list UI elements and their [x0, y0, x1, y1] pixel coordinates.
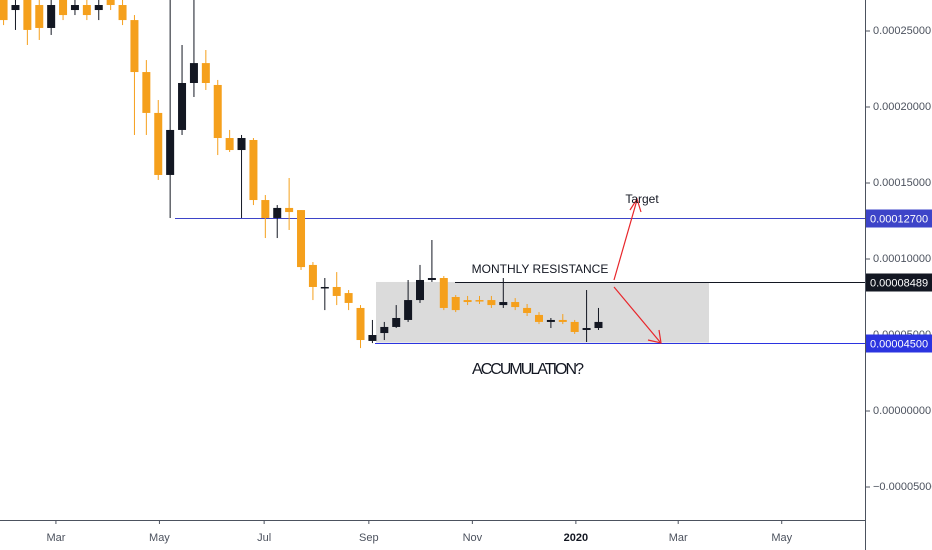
candle-body: [23, 0, 32, 30]
annotation: MONTHLY RESISTANCE: [472, 262, 609, 276]
x-tick-label: Mar: [46, 532, 65, 544]
candle-body: [320, 286, 329, 289]
candle-body: [404, 300, 413, 320]
x-tick-label: Mar: [669, 532, 688, 544]
candle-body: [59, 0, 68, 16]
arrow-up: [613, 199, 638, 281]
arrow-down-head: [647, 329, 662, 344]
candle-body: [142, 72, 151, 113]
candle-body: [546, 319, 555, 322]
level-label: 0.00004500: [870, 338, 928, 350]
candle-body: [285, 207, 294, 213]
candle-body: [332, 286, 341, 296]
annotation: Target: [625, 192, 659, 206]
x-tick-label: Nov: [463, 532, 483, 544]
y-tick-label: −0.00005000: [873, 481, 932, 493]
candle-body: [106, 0, 115, 6]
candle-body: [225, 138, 234, 151]
candle-body: [392, 317, 401, 327]
candle-body: [201, 63, 210, 83]
arrow-up-head: [629, 197, 642, 213]
candle-body: [463, 300, 472, 303]
candle-body: [344, 293, 353, 303]
candle-body: [499, 302, 508, 306]
candle-body: [273, 207, 282, 218]
candle-body: [178, 82, 187, 130]
candle-body: [213, 84, 222, 139]
arrow-down: [613, 286, 661, 343]
y-tick-label: 0.00010000: [873, 253, 931, 265]
candle-body: [451, 297, 460, 311]
candle-body: [427, 278, 436, 280]
candle-body: [118, 5, 127, 21]
x-tick-label: May: [771, 532, 792, 544]
candle-body: [297, 210, 306, 268]
level-label-box: [866, 334, 932, 353]
candle-body: [35, 5, 44, 28]
candle-body: [154, 112, 163, 175]
plot-area: [0, 0, 865, 349]
range-box: [376, 281, 709, 343]
y-tick-label: 0.00015000: [873, 177, 931, 189]
candle-body: [582, 328, 591, 330]
candle-body: [368, 335, 377, 341]
x-tick-label: 2020: [564, 532, 588, 544]
candle-body: [475, 300, 484, 302]
candle-body: [82, 5, 91, 16]
candle-body: [47, 5, 56, 28]
candle-body: [416, 279, 425, 301]
candle-body: [0, 0, 8, 21]
y-tick-label: 0.00025000: [873, 25, 931, 37]
x-tick-label: Jul: [257, 532, 271, 544]
arrows: [613, 197, 662, 344]
candle-body: [249, 139, 258, 201]
candle-body: [237, 138, 246, 151]
candle-body: [487, 300, 496, 306]
candle-body: [261, 200, 270, 218]
candle-body: [570, 321, 579, 332]
candle-body: [308, 264, 317, 287]
level-label-box: [866, 273, 932, 292]
candle-body: [558, 319, 567, 322]
y-tick-label: 0.00020000: [873, 101, 931, 113]
y-tick-label: 0.00000000: [873, 405, 931, 417]
candle-body: [594, 321, 603, 329]
level-label: 0.00012700: [870, 213, 928, 225]
candle-body: [380, 326, 389, 334]
candle-body: [70, 5, 79, 11]
annotation: ACCUMULATION?: [472, 361, 584, 378]
x-tick-label: May: [149, 532, 170, 544]
x-tick-label: Sep: [359, 532, 379, 544]
candle-body: [166, 129, 175, 175]
candle-body: [356, 307, 365, 341]
level-label: 0.00008489: [870, 277, 928, 289]
candle-body: [511, 302, 520, 308]
candle-body: [94, 5, 103, 11]
candle-body: [11, 5, 20, 11]
candle-body: [523, 307, 532, 313]
candle-body: [130, 20, 139, 73]
level-label-box: [866, 209, 932, 228]
candle-body: [189, 63, 198, 83]
candle-body: [439, 278, 448, 308]
candle-body: [534, 314, 543, 322]
